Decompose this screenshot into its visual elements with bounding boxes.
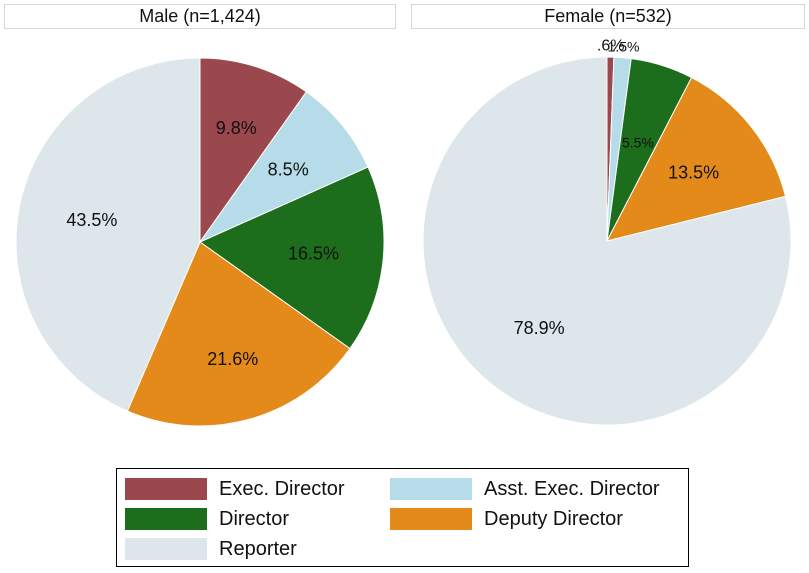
female-label-deputy-director: 13.5% <box>668 163 719 183</box>
female-label-reporter: 78.9% <box>514 318 565 338</box>
legend-label-director: Director <box>219 507 290 530</box>
pie-charts: 9.8% 8.5% 16.5% 21.6% 43.5% .6%1.5% 5.5% 13.5% 7… <box>15 38 792 427</box>
male-slice-reporter <box>15 57 201 412</box>
legend-label-deputy-director: Deputy Director <box>484 507 623 530</box>
legend-label-exec-director: Exec. Director <box>219 477 345 500</box>
legend-item-director: Director <box>125 506 289 532</box>
legend-item-deputy-director: Deputy Director <box>390 506 623 532</box>
legend-swatch-deputy-director <box>390 508 472 530</box>
male-slice-deputy-director <box>126 241 351 427</box>
legend-item-asst-exec-director: Asst. Exec. Director <box>390 476 660 502</box>
female-slice-deputy-director <box>606 76 787 242</box>
legend: Exec. Director Asst. Exec. Director Dire… <box>116 468 689 567</box>
female-slice-reporter <box>422 56 792 426</box>
male-label-exec-director: 9.8% <box>216 118 257 138</box>
male-label-director: 16.5% <box>288 243 339 263</box>
female-label-director: 5.5% <box>622 135 654 151</box>
female-label-exec-director: .6% <box>597 38 625 55</box>
male-slice-asst-exec-director <box>198 91 369 244</box>
male-label-deputy-director: 21.6% <box>207 349 258 369</box>
female-label-asst-exec-director: 1.5% <box>608 39 640 55</box>
legend-label-reporter: Reporter <box>219 537 297 560</box>
legend-swatch-asst-exec-director <box>390 478 472 500</box>
legend-label-asst-exec-director: Asst. Exec. Director <box>484 477 660 500</box>
male-slice-exec-director <box>199 57 308 244</box>
male-chart-title: Male (n=1,424) <box>4 4 396 29</box>
female-chart-title: Female (n=532) <box>411 4 805 29</box>
legend-swatch-exec-director <box>125 478 207 500</box>
male-slice-director <box>198 166 385 350</box>
male-label-asst-exec-director: 8.5% <box>268 160 309 180</box>
legend-item-reporter: Reporter <box>125 536 297 562</box>
legend-swatch-director <box>125 508 207 530</box>
legend-swatch-reporter <box>125 538 207 560</box>
legend-item-exec-director: Exec. Director <box>125 476 345 502</box>
male-label-reporter: 43.5% <box>66 210 117 230</box>
